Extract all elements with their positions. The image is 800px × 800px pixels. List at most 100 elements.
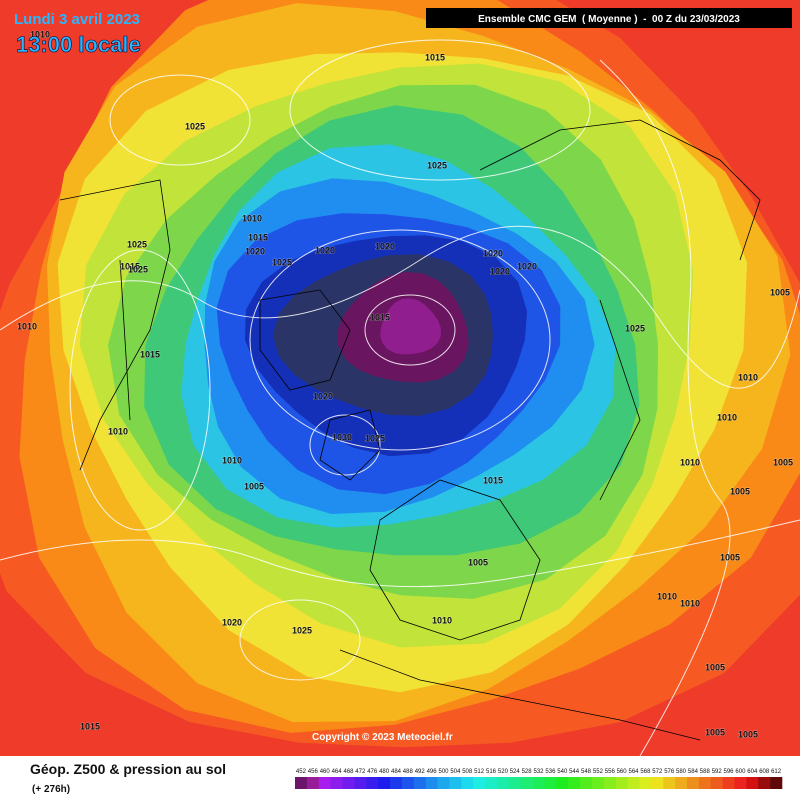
scale-swatch (413, 777, 426, 789)
isobar (599, 59, 731, 757)
scale-label: 524 (510, 769, 521, 775)
isobar (69, 249, 211, 531)
isobar-label: 1025 (128, 264, 148, 274)
scale-swatch (520, 777, 533, 789)
scale-swatch (663, 777, 676, 789)
isobar-label: 1005 (738, 729, 758, 739)
isobar (0, 225, 800, 389)
scale-swatch (366, 777, 379, 789)
isobar-label: 1015 (140, 349, 160, 359)
coastline (369, 479, 541, 641)
coastline (479, 119, 761, 501)
scale-label: 580 (676, 769, 687, 775)
isobar (289, 39, 591, 181)
scale-label: 584 (688, 769, 699, 775)
scale-label: 472 (355, 769, 366, 775)
coastline (339, 649, 701, 741)
isobar-labels: 1010101510251025101010151020102510251020… (16, 29, 793, 740)
scale-swatch (437, 777, 450, 789)
isobar-label: 1010 (242, 213, 262, 223)
scale-swatch (758, 777, 771, 789)
isobar-label: 1025 (272, 257, 292, 267)
map-time: 13:00 locale (16, 32, 141, 57)
coastline (319, 409, 381, 481)
isobar-label: 1010 (680, 457, 700, 467)
isobar-label: 1030 (332, 432, 352, 442)
scale-label: 480 (379, 769, 390, 775)
isobar-label: 1020 (313, 391, 333, 401)
isobar-label: 1020 (483, 248, 503, 258)
isobar-label: 1005 (705, 727, 725, 737)
isobar (309, 414, 381, 476)
coastlines (59, 119, 761, 741)
scale-swatch (722, 777, 735, 789)
scale-swatch (627, 777, 640, 789)
isobar-label: 1020 (375, 241, 395, 251)
scale-label: 528 (522, 769, 533, 775)
isobar-label: 1025 (185, 121, 205, 131)
scale-swatch (449, 777, 462, 789)
scale-swatch (473, 777, 486, 789)
scale-label: 556 (605, 769, 616, 775)
isobar-label: 1025 (365, 433, 385, 443)
isobar-label: 1015 (120, 261, 140, 271)
scale-label: 492 (415, 769, 426, 775)
isobar-label: 1010 (738, 372, 758, 382)
scale-label: 468 (343, 769, 354, 775)
scale-label: 512 (474, 769, 485, 775)
isobar-label: 1015 (248, 232, 268, 242)
scale-label: 572 (652, 769, 663, 775)
isobar-label: 1005 (720, 552, 740, 562)
scale-label: 452 (296, 769, 307, 775)
scale-label: 484 (391, 769, 402, 775)
scale-swatch (544, 777, 557, 789)
map-date: Lundi 3 avril 2023 (14, 11, 140, 28)
scale-swatch (306, 777, 320, 789)
scale-swatch (425, 777, 438, 789)
scale-label: 496 (427, 769, 438, 775)
footer-title: Géop. Z500 & pression au sol (30, 761, 226, 777)
scale-label: 460 (320, 769, 331, 775)
isobars (0, 39, 800, 757)
isobar-label: 1010 (108, 426, 128, 436)
isobar (109, 74, 251, 166)
scale-label: 608 (759, 769, 770, 775)
scale-swatch (354, 777, 367, 789)
isobar-label: 1015 (425, 52, 445, 62)
scale-label: 544 (569, 769, 580, 775)
scale-label: 532 (533, 769, 544, 775)
scale-label: 504 (450, 769, 461, 775)
isobar-label: 1020 (517, 261, 537, 271)
footer-lead: (+ 276h) (32, 784, 70, 795)
isobar-label: 1005 (770, 287, 790, 297)
scale-swatch (390, 777, 403, 789)
isobar-label: 1005 (730, 486, 750, 496)
isobar-label: 1005 (705, 662, 725, 672)
scale-swatch (639, 777, 652, 789)
scale-label: 592 (712, 769, 723, 775)
isobar-label: 1005 (244, 481, 264, 491)
scale-swatch (698, 777, 712, 789)
isobar-label: 1025 (427, 160, 447, 170)
scale-label: 476 (367, 769, 378, 775)
scale-swatch (485, 777, 498, 789)
scale-swatch (734, 777, 747, 789)
isobar-label: 1015 (80, 721, 100, 731)
scale-label: 500 (438, 769, 449, 775)
scale-swatch (746, 777, 759, 789)
color-scale: 452 456 460 464 468 472 476 480 484 488 492 496 500 5… (295, 769, 783, 789)
scale-swatch (295, 777, 308, 789)
scale-swatch (770, 777, 783, 789)
scale-swatch (603, 777, 616, 789)
isobar (364, 294, 456, 366)
scale-swatch (508, 777, 521, 789)
isobar (0, 519, 800, 588)
isobar-label: 1010 (717, 412, 737, 422)
scale-label: 520 (498, 769, 509, 775)
isobar-label: 1020 (245, 246, 265, 256)
scale-label: 552 (593, 769, 604, 775)
isobar-label: 1015 (370, 312, 390, 322)
scale-label: 576 (664, 769, 675, 775)
run-box (426, 8, 792, 28)
